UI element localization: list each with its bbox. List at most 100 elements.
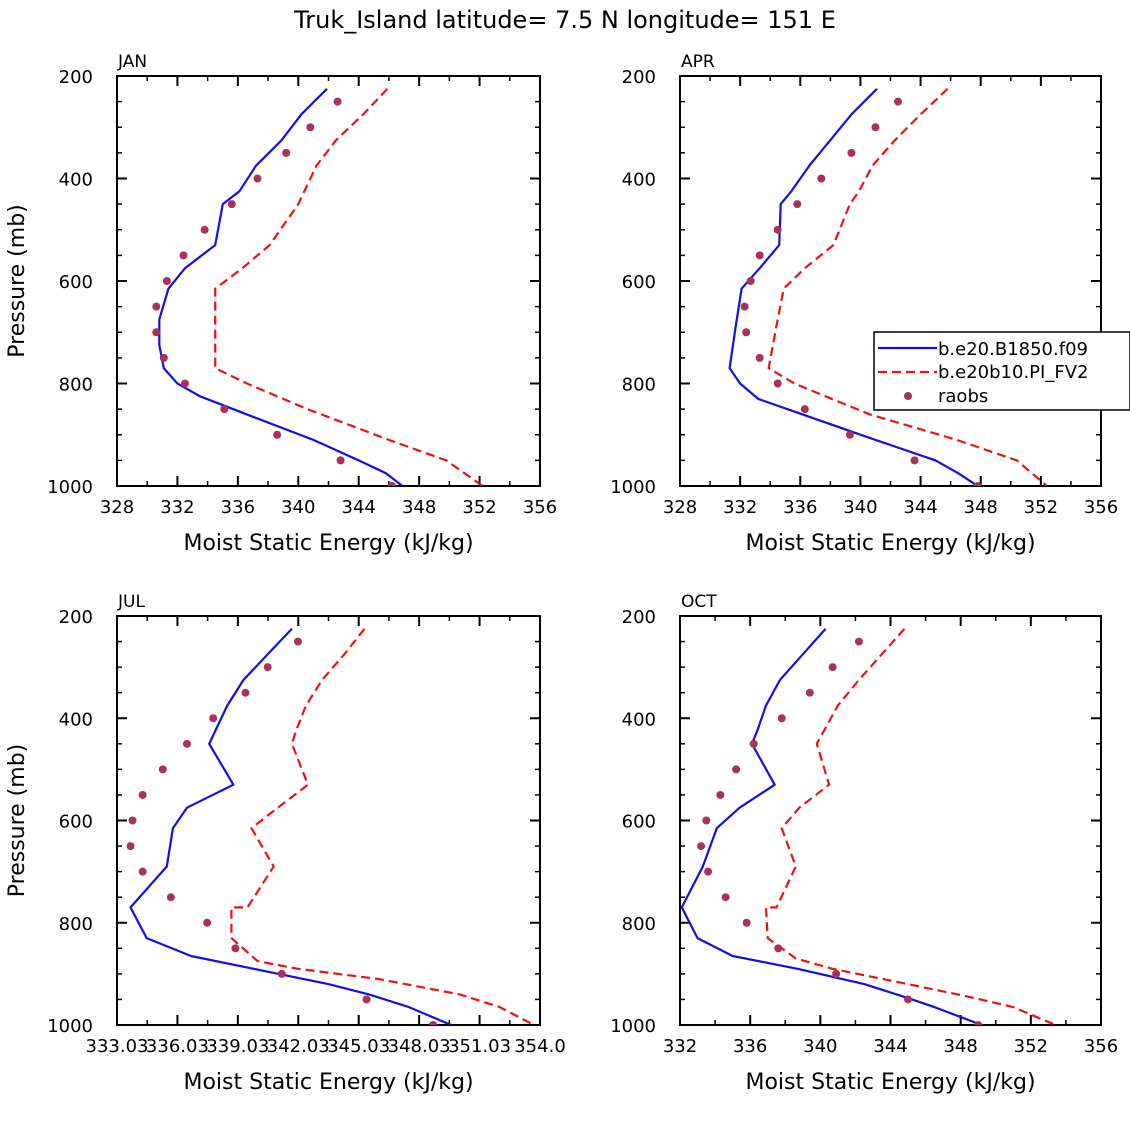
x-tick-label: 328 <box>663 497 697 518</box>
legend-swatch-dot <box>904 392 912 400</box>
raobs-point <box>845 430 854 439</box>
raobs-point <box>282 148 291 157</box>
x-tick-label: 340 <box>803 1036 837 1057</box>
raobs-point <box>871 123 880 132</box>
x-tick-label: 344 <box>873 1036 907 1057</box>
raobs-point <box>773 225 782 234</box>
raobs-point <box>166 893 175 902</box>
x-tick-label: 354.0 <box>514 1036 566 1057</box>
data-layer <box>680 628 1056 1025</box>
raobs-point <box>277 969 286 978</box>
series-line-b1850 <box>728 88 979 486</box>
raobs-point <box>749 739 758 748</box>
raobs-point <box>742 328 751 337</box>
raobs-point <box>253 174 262 183</box>
raobs-point <box>793 200 802 209</box>
x-tick-label: 344 <box>342 497 376 518</box>
raobs-point <box>306 123 315 132</box>
raobs-point <box>702 816 711 825</box>
raobs-point <box>138 867 147 876</box>
x-tick-label: 339.03 <box>206 1036 269 1057</box>
y-tick-label: 200 <box>622 607 656 628</box>
y-tick-label: 400 <box>622 709 656 730</box>
raobs-point <box>362 995 371 1004</box>
x-tick-label: 336 <box>783 497 817 518</box>
x-tick-label: 352 <box>1024 497 1058 518</box>
raobs-point <box>755 353 764 362</box>
x-tick-label: 348 <box>943 1036 977 1057</box>
raobs-point <box>126 842 135 851</box>
series-line-pi-fv2 <box>214 88 484 486</box>
y-tick-label: 800 <box>622 375 656 396</box>
raobs-point <box>429 1021 438 1025</box>
x-tick-label: 348.03 <box>388 1036 451 1057</box>
x-tick-label: 332 <box>723 497 757 518</box>
y-tick-label: 1000 <box>47 1016 93 1037</box>
raobs-point <box>227 200 236 209</box>
y-tick-label: 1000 <box>610 1016 656 1037</box>
legend-box <box>873 331 1130 411</box>
raobs-point <box>746 277 755 285</box>
x-tick-label: 333.03 <box>86 1036 149 1057</box>
raobs-point <box>777 714 786 723</box>
data-layer <box>152 88 484 486</box>
series-line-pi-fv2 <box>764 628 1056 1025</box>
panel-oct: 332 336 340 344 348 352 356 200 400 600 800 1000 OCT… <box>610 592 1118 1095</box>
y-tick-label: 200 <box>59 607 93 628</box>
raobs-point <box>241 688 250 697</box>
raobs-point <box>800 405 809 414</box>
x-tick-label: 336.03 <box>146 1036 209 1057</box>
y-tick-label: 600 <box>59 272 93 293</box>
y-tick-label: 600 <box>622 272 656 293</box>
raobs-point <box>755 251 764 260</box>
raobs-point <box>182 739 191 748</box>
raobs-point <box>721 893 730 902</box>
raobs-point <box>152 302 161 311</box>
raobs-point <box>732 765 741 774</box>
raobs-point <box>179 251 188 260</box>
x-tick-label: 340 <box>843 497 877 518</box>
raobs-point <box>200 225 209 234</box>
series-line-pi-fv2 <box>767 88 1048 486</box>
x-tick-label: 342.03 <box>267 1036 330 1057</box>
y-tick-label: 800 <box>622 914 656 935</box>
panel-jan: 328 332 336 340 344 348 352 356 200 400 600 800 1000… <box>5 52 557 556</box>
y-tick-label: 1000 <box>47 477 93 498</box>
x-tick-label: 344 <box>903 497 937 518</box>
panel-label: JAN <box>117 52 147 72</box>
x-tick-label: 336 <box>221 497 255 518</box>
raobs-point <box>774 944 783 953</box>
y-tick-label: 800 <box>59 375 93 396</box>
raobs-point <box>158 765 167 774</box>
x-tick-label: 348 <box>402 497 436 518</box>
y-tick-label: 200 <box>59 67 93 88</box>
raobs-point <box>740 302 749 311</box>
raobs-point <box>894 97 903 106</box>
raobs-point <box>817 174 826 183</box>
x-tick-label: 345.03 <box>327 1036 390 1057</box>
y-tick-label: 1000 <box>610 477 656 498</box>
raobs-point <box>162 277 171 285</box>
x-tick-label: 351.03 <box>448 1036 511 1057</box>
x-tick-label: 332 <box>160 497 194 518</box>
raobs-point <box>974 1021 983 1025</box>
panel-label: APR <box>681 52 715 72</box>
panel-label: JUL <box>117 592 145 612</box>
x-tick-label: 356 <box>1084 497 1118 518</box>
raobs-point <box>742 918 751 927</box>
x-tick-label: 356 <box>1084 1036 1118 1057</box>
x-tick-label: 340 <box>281 497 315 518</box>
raobs-point <box>159 353 168 362</box>
legend-entry-2: b.e20b10.PI_FV2 <box>938 362 1088 383</box>
series-line-b1850 <box>158 88 404 486</box>
raobs-point <box>128 816 137 825</box>
raobs-point <box>336 456 345 465</box>
raobs-point <box>263 663 272 672</box>
plot-frame <box>116 75 541 487</box>
x-axis-label: Moist Static Energy (kJ/kg) <box>183 1070 473 1095</box>
raobs-point <box>220 405 229 414</box>
raobs-point <box>180 379 189 388</box>
series-line-b1850 <box>129 628 452 1025</box>
x-tick-label: 348 <box>964 497 998 518</box>
